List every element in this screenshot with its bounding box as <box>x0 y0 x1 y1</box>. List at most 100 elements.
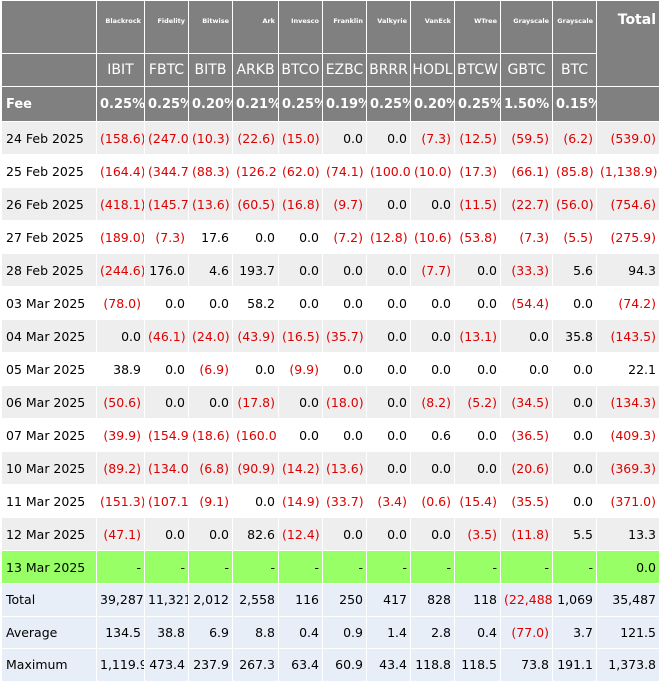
flow-cell: 0.0 <box>552 286 597 320</box>
sponsor-cell: Grayscale <box>552 0 597 54</box>
summary-cell: 38.8 <box>144 615 189 650</box>
date-cell: 06 Mar 2025 <box>1 385 97 419</box>
flow-cell: 0.0 <box>232 220 279 254</box>
ticker-cell: FBTC <box>144 53 189 87</box>
flow-cell: 0.0 <box>500 352 553 386</box>
flow-cell: 0.0 <box>410 352 455 386</box>
flow-cell: - <box>552 550 597 584</box>
flow-cell: (9.7) <box>322 187 367 221</box>
flow-cell: 17.6 <box>188 220 233 254</box>
fee-cell: 0.25% <box>454 86 501 122</box>
flow-cell: (35.7) <box>322 319 367 353</box>
flow-cell: (275.9) <box>596 220 660 254</box>
fee-cell: 0.20% <box>410 86 455 122</box>
fee-cell: 1.50% <box>500 86 553 122</box>
flow-cell: 4.6 <box>188 253 233 287</box>
fee-row: Fee0.25%0.25%0.20%0.21%0.25%0.19%0.25%0.… <box>1 86 660 122</box>
flow-cell: (15.0) <box>278 121 323 155</box>
ticker-cell: BITB <box>188 53 233 87</box>
flow-cell: (14.9) <box>278 484 323 518</box>
sponsor-cell: Fidelity <box>144 0 189 54</box>
flow-cell: (18.0) <box>322 385 367 419</box>
summary-cell: 267.3 <box>232 648 279 682</box>
summary-label: Total <box>1 583 97 617</box>
summary-cell: 828 <box>410 583 455 617</box>
summary-cell: 237.9 <box>188 648 233 682</box>
summary-cell: 8.8 <box>232 615 279 650</box>
flow-cell: (17.8) <box>232 385 279 419</box>
fee-cell: 0.19% <box>322 86 367 122</box>
summary-cell: 39,287 <box>96 583 145 617</box>
date-cell: 07 Mar 2025 <box>1 418 97 452</box>
summary-cell: 0.4 <box>454 615 501 650</box>
flow-cell: 176.0 <box>144 253 189 287</box>
date-cell: 28 Feb 2025 <box>1 253 97 287</box>
flow-cell: (54.4) <box>500 286 553 320</box>
flow-cell: (88.3) <box>188 154 233 188</box>
date-cell: 13 Mar 2025 <box>1 550 97 584</box>
flow-cell: (164.4) <box>96 154 145 188</box>
flow-cell: (154.9) <box>144 418 189 452</box>
sponsor-cell: WTree <box>454 0 501 54</box>
flow-cell: (16.5) <box>278 319 323 353</box>
data-row: 26 Feb 2025(418.1)(145.7)(13.6)(60.5)(16… <box>1 187 660 221</box>
flow-cell: - <box>500 550 553 584</box>
flow-cell: 0.0 <box>366 187 411 221</box>
flow-cell: 0.0 <box>278 253 323 287</box>
flow-cell: - <box>322 550 367 584</box>
header-row: IBIT FBTC BITB ARKB BTCO EZBC BRRR HODL BTCW GBTC… <box>1 53 660 87</box>
flow-cell: (539.0) <box>596 121 660 155</box>
flow-cell: - <box>188 550 233 584</box>
summary-cell: 2.8 <box>410 615 455 650</box>
flow-cell: 35.8 <box>552 319 597 353</box>
flow-cell: (39.9) <box>96 418 145 452</box>
flow-cell: (134.3) <box>596 385 660 419</box>
fee-cell: 0.20% <box>188 86 233 122</box>
flow-cell: (36.5) <box>500 418 553 452</box>
flow-cell: 0.0 <box>552 352 597 386</box>
ticker-cell: BRRR <box>366 53 411 87</box>
flow-cell: (369.3) <box>596 451 660 485</box>
flow-cell: (34.5) <box>500 385 553 419</box>
summary-cell: 250 <box>322 583 367 617</box>
flow-cell: 0.0 <box>188 286 233 320</box>
flow-cell: 0.0 <box>278 286 323 320</box>
flow-cell: (18.6) <box>188 418 233 452</box>
summary-row: Maximum 1,119.9 473.4 237.9 267.3 63.4 60.9 43.… <box>1 648 660 682</box>
flow-cell: - <box>96 550 145 584</box>
flow-cell: (5.5) <box>552 220 597 254</box>
fee-label: Fee <box>1 86 97 122</box>
flow-cell: 0.0 <box>410 517 455 551</box>
summary-cell: (77.0) <box>500 615 553 650</box>
flow-cell: (24.0) <box>188 319 233 353</box>
flow-cell: (344.7) <box>144 154 189 188</box>
date-cell: 27 Feb 2025 <box>1 220 97 254</box>
flow-cell: (15.4) <box>454 484 501 518</box>
flow-cell: (17.3) <box>454 154 501 188</box>
summary-cell: 1,373.8 <box>596 648 660 682</box>
data-row: 12 Mar 2025 (47.1) 0.0 0.0 82.6 (12.4) 0.0 0.0 0… <box>1 517 660 551</box>
summary-row: Total 39,287 11,321 2,012 2,558 116 250 417 828 1… <box>1 583 660 617</box>
data-row: 24 Feb 2025(158.6)(247.0)(10.3)(22.6)(15… <box>1 121 660 155</box>
flow-cell: (6.9) <box>188 352 233 386</box>
summary-row: Average 134.5 38.8 6.9 8.8 0.4 0.9 1.4 2.8 0.4 (77… <box>1 615 660 650</box>
sponsor-cell: Valkyrie <box>366 0 411 54</box>
flow-cell: (107.1) <box>144 484 189 518</box>
total-header: Total <box>596 0 660 87</box>
data-row: 25 Feb 2025(164.4)(344.7)(88.3)(126.2)(6… <box>1 154 660 188</box>
fee-cell: 0.25% <box>366 86 411 122</box>
date-cell: 10 Mar 2025 <box>1 451 97 485</box>
summary-label: Average <box>1 615 97 650</box>
header-row: Blackrock Fidelity Bitwise Ark Invesco Frankl… <box>1 0 660 87</box>
flow-cell: (151.3) <box>96 484 145 518</box>
data-row: 28 Feb 2025 (244.6) 176.0 4.6 193.7 0.0 0.0 0.0… <box>1 253 660 287</box>
flow-cell: 0.0 <box>232 352 279 386</box>
flow-cell: (13.6) <box>322 451 367 485</box>
flow-cell: 0.0 <box>366 517 411 551</box>
flow-cell: (6.8) <box>188 451 233 485</box>
flow-cell: 22.1 <box>596 352 660 386</box>
flow-cell: 0.0 <box>322 286 367 320</box>
flow-cell: 0.0 <box>454 418 501 452</box>
flow-cell: (46.1) <box>144 319 189 353</box>
